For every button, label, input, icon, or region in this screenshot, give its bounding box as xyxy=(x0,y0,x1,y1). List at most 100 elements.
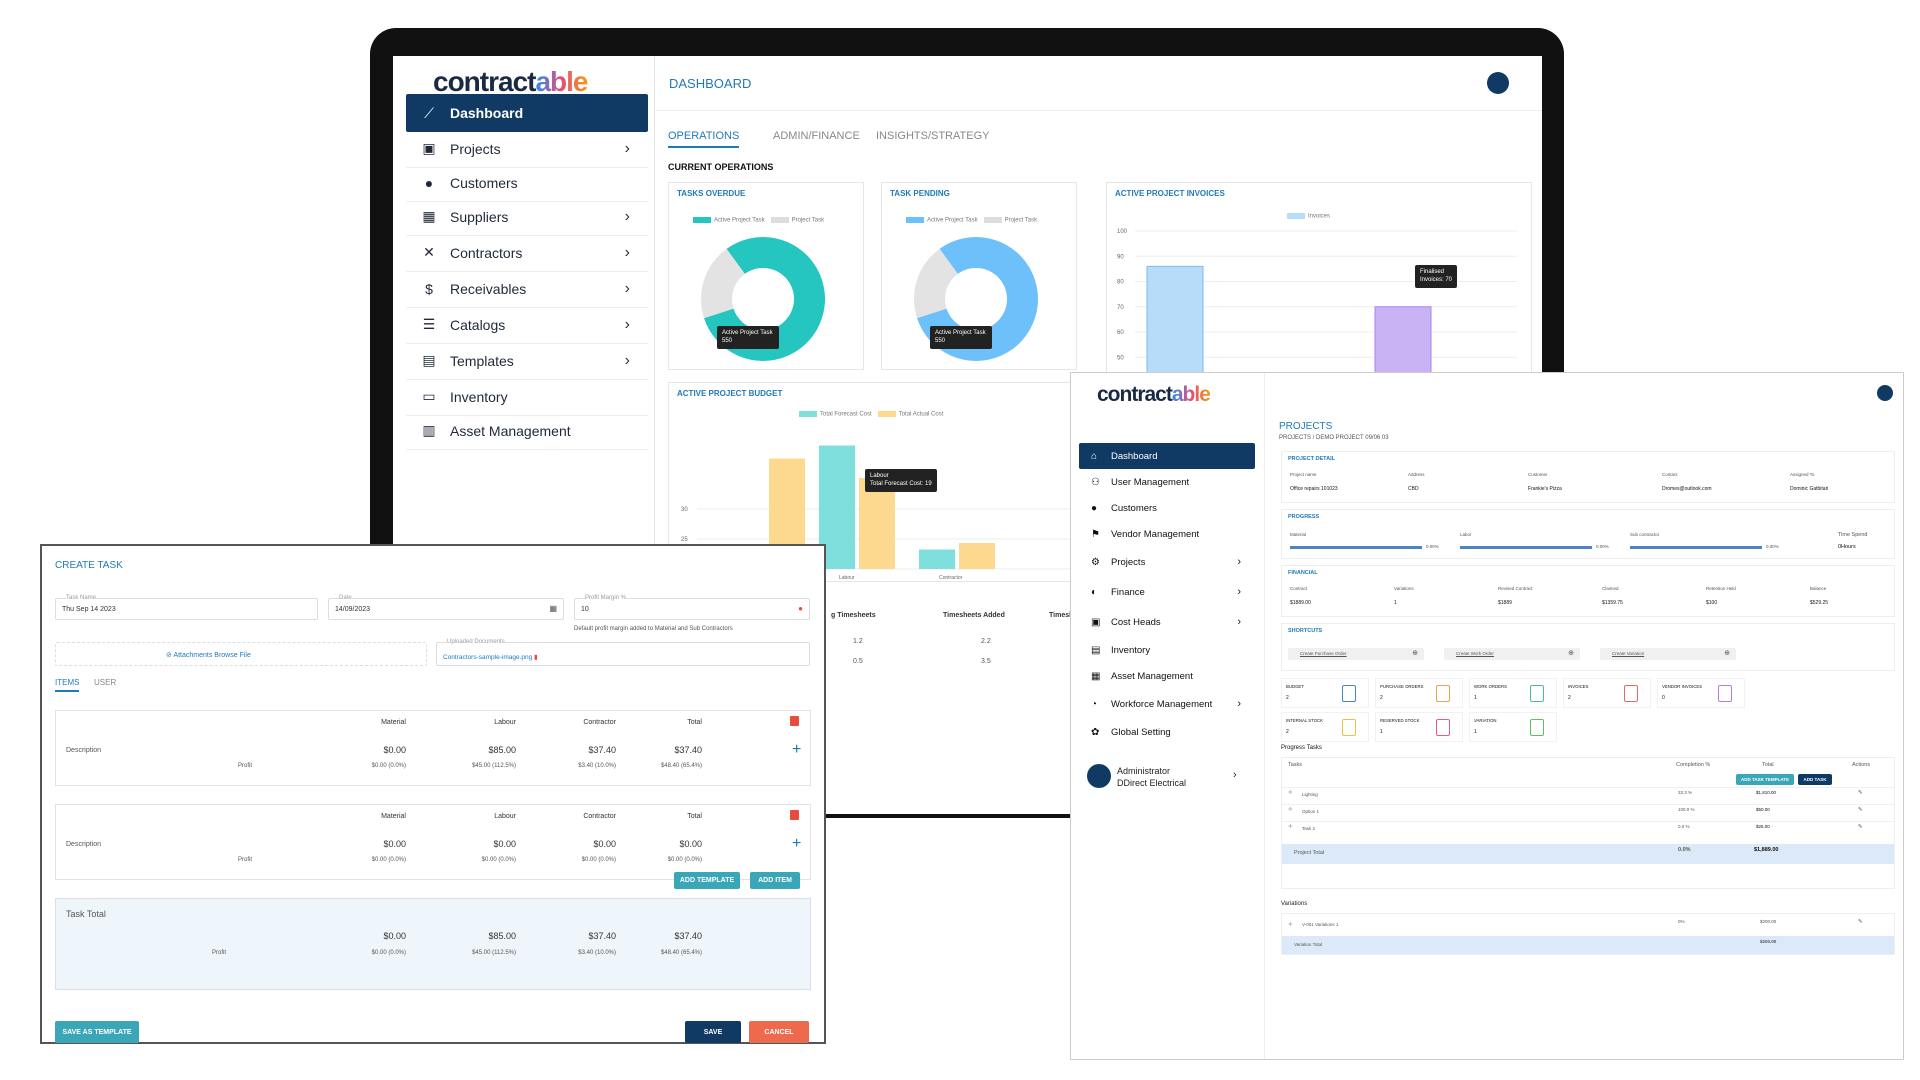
sidebar-item-catalogs[interactable]: ☰ Catalogs › xyxy=(406,306,648,344)
detail-label: Assigned To xyxy=(1790,472,1815,477)
delete-icon[interactable] xyxy=(790,716,799,726)
add-circle-icon: ⊕ xyxy=(1412,650,1418,657)
task-name-field[interactable]: Task Name Thu Sep 14 2023 xyxy=(55,595,318,620)
item-value[interactable]: $0.00 xyxy=(679,839,702,849)
sidebar-item-templates[interactable]: ▤ Templates › xyxy=(406,342,648,380)
item-description[interactable]: Description xyxy=(66,747,102,754)
expand-icon[interactable]: ✛ xyxy=(1288,824,1293,830)
stat-tile-variation[interactable]: VARIATION 1 xyxy=(1469,712,1557,742)
item-value[interactable]: $37.40 xyxy=(588,745,616,755)
chevron-right-icon[interactable]: › xyxy=(624,351,630,369)
user-avatar-icon[interactable] xyxy=(1877,385,1893,401)
tab-admin-finance[interactable]: ADMIN/FINANCE xyxy=(773,130,860,142)
nav-icon: ⌂ xyxy=(1091,450,1098,462)
stat-tile-purchase-orders[interactable]: PURCHASE ORDERS 2 xyxy=(1375,678,1463,708)
lock-icon[interactable]: ● xyxy=(798,604,803,613)
sidebar-item-customers[interactable]: ● Customers xyxy=(1079,495,1255,521)
user-avatar-icon[interactable] xyxy=(1487,72,1509,94)
stat-tile-work-orders[interactable]: WORK ORDERS 1 xyxy=(1469,678,1557,708)
edit-icon[interactable]: ✎ xyxy=(1858,807,1863,813)
tile-icon xyxy=(1624,685,1638,702)
tab-operations[interactable]: OPERATIONS xyxy=(668,130,740,148)
attachments-dropzone[interactable]: ⊘ Attachments Browse File xyxy=(55,642,427,666)
chevron-right-icon[interactable]: › xyxy=(1237,616,1241,628)
field-label: Date xyxy=(339,595,352,601)
sidebar-item-inventory[interactable]: ▤ Inventory xyxy=(1079,637,1255,663)
expand-icon[interactable]: ✛ xyxy=(1288,790,1293,796)
item-value[interactable]: $85.00 xyxy=(488,745,516,755)
fin-label: Variations xyxy=(1394,586,1414,591)
sidebar-item-finance[interactable]: ◐ Finance › xyxy=(1079,579,1255,605)
date-field[interactable]: Date 14/09/2023 ▦ xyxy=(328,595,564,620)
add-template-button[interactable]: ADD TEMPLATE xyxy=(674,872,740,889)
profit-margin-field[interactable]: Profit Margin % 10 ● xyxy=(574,595,810,620)
sidebar-item-vendor-management[interactable]: ⚑ Vendor Management xyxy=(1079,521,1255,547)
stat-tile-budget[interactable]: BUDGET 2 xyxy=(1281,678,1369,708)
edit-icon[interactable]: ✎ xyxy=(1858,790,1863,796)
item-value[interactable]: $0.00 xyxy=(593,839,616,849)
stat-tile-reserved-stock[interactable]: RESERVED STOCK 1 xyxy=(1375,712,1463,742)
admin-avatar[interactable] xyxy=(1087,764,1111,788)
calendar-icon[interactable]: ▦ xyxy=(549,604,557,613)
variations-table: ✛ V-001 Variations 1 0% $200.00 ✎ Variat… xyxy=(1281,913,1895,955)
tab-items[interactable]: ITEMS xyxy=(55,678,80,692)
add-row-icon[interactable]: + xyxy=(792,835,802,852)
sidebar-item-cost-heads[interactable]: ▣ Cost Heads › xyxy=(1079,609,1255,635)
save-button[interactable]: SAVE xyxy=(685,1021,741,1043)
save-as-template-button[interactable]: SAVE AS TEMPLATE xyxy=(55,1021,139,1043)
sidebar-item-customers[interactable]: ● Customers xyxy=(406,164,648,202)
uploaded-file-link[interactable]: Contractors-sample-image.png ▮ xyxy=(443,654,538,661)
sidebar-item-asset-management[interactable]: ▦ Asset Management xyxy=(1079,663,1255,689)
sidebar-item-projects[interactable]: ⚙ Projects › xyxy=(1079,549,1255,575)
add-row-icon[interactable]: + xyxy=(792,741,802,758)
sidebar-item-workforce-management[interactable]: ◔ Workforce Management › xyxy=(1079,691,1255,717)
y-tick-label: 90 xyxy=(1117,254,1124,260)
stat-tile-invoices[interactable]: INVOICES 2 xyxy=(1563,678,1651,708)
item-description[interactable]: Description xyxy=(66,841,102,848)
chevron-right-icon[interactable]: › xyxy=(1237,556,1241,568)
expand-icon[interactable]: ✛ xyxy=(1288,922,1293,928)
chevron-right-icon[interactable]: › xyxy=(624,243,630,261)
col-header: Contractor xyxy=(583,719,616,726)
sidebar-item-receivables[interactable]: $ Receivables › xyxy=(406,270,648,308)
edit-icon[interactable]: ✎ xyxy=(1858,824,1863,830)
chevron-right-icon[interactable]: › xyxy=(1233,769,1237,781)
chevron-right-icon[interactable]: › xyxy=(624,279,630,297)
stat-tile-internal-stock[interactable]: INTERNAL STOCK 2 xyxy=(1281,712,1369,742)
tab-user[interactable]: USER xyxy=(94,678,117,687)
sidebar-item-asset-management[interactable]: ▥ Asset Management xyxy=(406,412,648,450)
add-task-button[interactable]: ADD TASK xyxy=(1798,774,1832,785)
sidebar-item-contractors[interactable]: ✕ Contractors › xyxy=(406,234,648,272)
variation-name: V-001 Variations 1 xyxy=(1302,922,1339,927)
cancel-button[interactable]: CANCEL xyxy=(749,1021,809,1043)
sidebar-item-user-management[interactable]: ⚇ User Management xyxy=(1079,469,1255,495)
sidebar-item-suppliers[interactable]: ▦ Suppliers › xyxy=(406,198,648,236)
task-name: Task 2 xyxy=(1302,826,1316,831)
delete-icon[interactable] xyxy=(790,810,799,820)
item-value[interactable]: $37.40 xyxy=(674,745,702,755)
chevron-right-icon[interactable]: › xyxy=(1237,586,1241,598)
sidebar-item-inventory[interactable]: ▭ Inventory xyxy=(406,378,648,416)
chevron-right-icon[interactable]: › xyxy=(624,139,630,157)
sidebar-item-projects[interactable]: ▣ Projects › xyxy=(406,130,648,168)
shortcut-create-variation[interactable]: Create Variation ⊕ xyxy=(1600,648,1736,660)
stat-tile-vendor-invoices[interactable]: VENDOR INVOICES 0 xyxy=(1657,678,1745,708)
add-task-template-button[interactable]: ADD TASK TEMPLATE xyxy=(1736,774,1794,785)
shortcuts-section: SHORTCUTS Create Purchase Order ⊕ Create W… xyxy=(1281,623,1895,671)
sidebar-item-dashboard[interactable]: ⌂ Dashboard xyxy=(1079,443,1255,469)
item-value[interactable]: $0.00 xyxy=(383,839,406,849)
chevron-right-icon[interactable]: › xyxy=(624,207,630,225)
shortcut-create-work-order[interactable]: Create Work Order ⊕ xyxy=(1444,648,1580,660)
expand-icon[interactable]: ✛ xyxy=(1288,807,1293,813)
shortcut-create-purchase-order[interactable]: Create Purchase Order ⊕ xyxy=(1288,648,1424,660)
sidebar-item-global-setting[interactable]: ✿ Global Setting xyxy=(1079,719,1255,745)
item-value[interactable]: $0.00 xyxy=(493,839,516,849)
sidebar-item-dashboard[interactable]: ⟋ Dashboard xyxy=(406,94,648,132)
budget-bar xyxy=(859,478,895,569)
tab-insights-strategy[interactable]: INSIGHTS/STRATEGY xyxy=(876,130,990,142)
add-item-button[interactable]: ADD ITEM xyxy=(750,872,800,889)
chevron-right-icon[interactable]: › xyxy=(624,315,630,333)
edit-icon[interactable]: ✎ xyxy=(1858,919,1863,925)
chevron-right-icon[interactable]: › xyxy=(1237,698,1241,710)
item-value[interactable]: $0.00 xyxy=(383,745,406,755)
